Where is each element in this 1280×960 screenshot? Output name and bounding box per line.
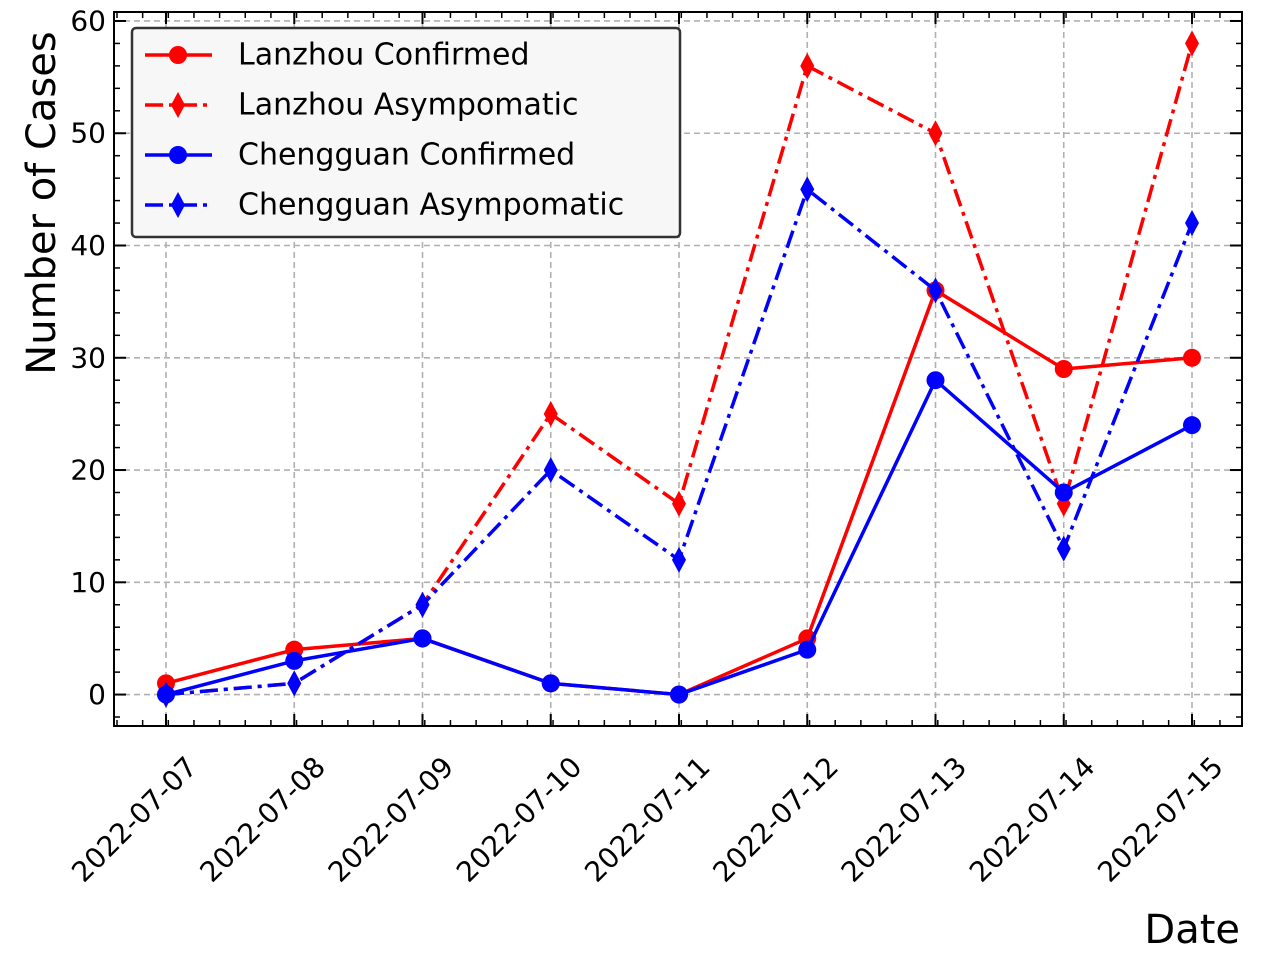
series-lines [157,30,1201,708]
legend-box [130,26,682,239]
data-point [928,120,943,147]
x-tick-label: 2022-07-14 [963,750,1101,888]
data-point [1054,360,1073,378]
data-point [800,176,815,203]
x-axis-label: Date [1144,907,1240,953]
legend-label: Lanzhou Asympomatic [238,88,579,123]
legend-marker [169,146,187,164]
data-point [1054,483,1073,502]
y-tick-label: 20 [70,454,106,487]
data-point [287,670,302,697]
y-tick-label: 30 [70,341,106,374]
data-point [413,629,432,648]
legend-label: Chengguan Confirmed [238,138,575,173]
y-tick-label: 10 [70,566,106,599]
legend-marker [171,92,185,118]
data-point [1185,210,1199,237]
legend-entry: Chengguan Confirmed [145,138,575,173]
data-point [159,681,173,708]
legend-entry: Lanzhou Asympomatic [145,88,579,123]
x-tick-label: 2022-07-07 [65,750,203,888]
y-tick-label: 0 [88,678,106,711]
data-point [1056,535,1071,562]
legend: Lanzhou Confirmed Lanzhou Asympomatic Chen… [130,26,682,239]
y-axis-label: Number of Cases [19,31,65,374]
legend-entry: Lanzhou Confirmed [145,38,530,73]
y-tick-label: 50 [70,117,106,150]
data-point [672,546,686,573]
data-point [543,457,558,484]
legend-marker [171,192,185,218]
legend-label: Lanzhou Confirmed [238,38,530,73]
legend-marker [169,46,187,64]
x-tick-label: 2022-07-09 [322,750,460,888]
data-point [1183,348,1201,367]
data-point [670,685,688,704]
data-point [415,591,430,618]
x-tick-label: 2022-07-15 [1091,750,1229,888]
data-point [1185,30,1199,57]
x-tick-label: 2022-07-13 [835,750,973,888]
series-chengguan-asympomatic [159,176,1199,708]
data-point [285,651,304,670]
data-point [928,277,943,304]
data-point [800,52,815,79]
x-tick-label: 2022-07-10 [450,750,588,888]
x-tick-label: 2022-07-08 [194,750,332,888]
data-point [798,640,817,659]
data-point [543,400,558,427]
x-tick-label: 2022-07-11 [578,750,716,888]
legend-entry: Chengguan Asympomatic [145,188,624,223]
y-tick-label: 60 [70,4,106,37]
y-tick-label: 40 [70,229,106,262]
data-point [541,674,560,693]
data-point [926,371,945,390]
data-point [1183,416,1201,435]
data-point [672,490,686,517]
legend-label: Chengguan Asympomatic [238,188,624,223]
x-tick-label: 2022-07-12 [707,750,845,888]
